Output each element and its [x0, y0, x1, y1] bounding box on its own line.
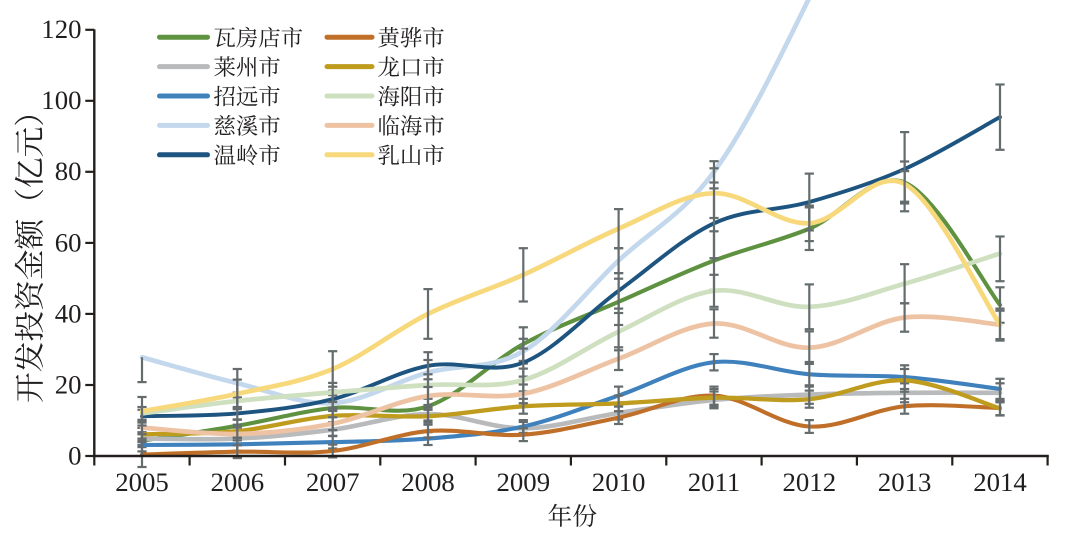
svg-text:0: 0	[68, 440, 81, 470]
svg-text:100: 100	[41, 85, 81, 115]
svg-text:2009: 2009	[497, 467, 551, 497]
svg-text:2014: 2014	[973, 467, 1027, 497]
svg-text:2011: 2011	[688, 467, 741, 497]
svg-text:2013: 2013	[878, 467, 932, 497]
svg-text:2005: 2005	[115, 467, 169, 497]
svg-text:20: 20	[55, 369, 82, 399]
svg-text:2012: 2012	[783, 467, 837, 497]
svg-text:2007: 2007	[306, 467, 360, 497]
svg-text:80: 80	[55, 156, 82, 186]
svg-text:120: 120	[41, 14, 81, 44]
svg-text:2010: 2010	[592, 467, 646, 497]
svg-text:2006: 2006	[211, 467, 265, 497]
svg-text:60: 60	[55, 227, 82, 257]
svg-text:2008: 2008	[401, 467, 455, 497]
svg-text:40: 40	[55, 298, 82, 328]
